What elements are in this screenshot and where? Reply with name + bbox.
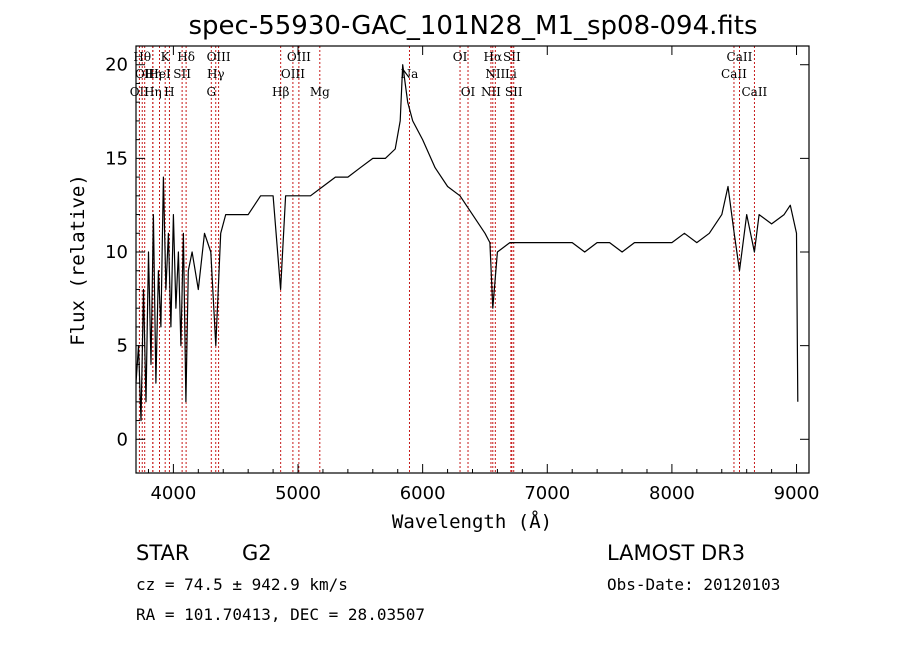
y-tick-label: 0: [117, 429, 128, 450]
x-tick-label: 7000: [524, 483, 570, 504]
line-marker-label: Hδ: [177, 50, 195, 64]
object-class: STAR: [136, 541, 189, 565]
line-marker-label: Hγ: [207, 67, 225, 81]
line-marker-label: OIII: [281, 67, 305, 81]
x-tick-label: 6000: [400, 483, 446, 504]
line-marker-label: K: [161, 50, 171, 64]
x-tick-label: 8000: [649, 483, 695, 504]
line-marker-label: H: [164, 85, 174, 99]
line-marker-label: NII: [485, 67, 505, 81]
x-tick-label: 9000: [774, 483, 820, 504]
x-tick-label: 5000: [275, 483, 321, 504]
line-marker-label: HeI: [148, 67, 171, 81]
x-axis-title: Wavelength (Å): [392, 510, 552, 533]
spectrum-series: [135, 64, 799, 422]
line-marker-label: Mg: [310, 85, 330, 99]
spectrum-line: [135, 64, 799, 422]
line-marker-label: OI: [461, 85, 476, 99]
survey-name: LAMOST DR3: [607, 541, 745, 565]
line-marker-label: OII: [135, 67, 155, 81]
y-axis-title: Flux (relative): [67, 174, 89, 346]
line-marker-label: Hη: [144, 85, 162, 99]
line-markers: OIIHθOIIHηHηHeIKHSIIHδGHγOIIIHβOIIIOIIIM…: [130, 46, 768, 473]
line-marker-label: Hθ: [133, 50, 151, 64]
line-marker-label: CaII: [727, 50, 753, 64]
object-subclass: G2: [242, 541, 272, 565]
line-marker-label: OI: [453, 50, 468, 64]
chart-title: spec-55930-GAC_101N28_M1_sp08-094.fits: [188, 11, 757, 41]
line-marker-label: Li: [505, 67, 517, 81]
y-axis: 0 5 10 15 20: [105, 55, 809, 450]
coordinates: RA = 101.70413, DEC = 28.03507: [136, 605, 425, 624]
line-marker-label: SII: [505, 85, 523, 99]
x-tick-label: 4000: [150, 483, 196, 504]
y-tick-label: 5: [117, 336, 128, 357]
line-marker-label: OIII: [207, 50, 231, 64]
y-tick-label: 15: [105, 148, 128, 169]
line-marker-label: NII: [481, 85, 501, 99]
line-marker-label: OIII: [287, 50, 311, 64]
line-marker-label: SII: [173, 67, 191, 81]
line-marker-label: Hα: [484, 50, 503, 64]
obs-date: Obs-Date: 20120103: [607, 575, 780, 594]
plot-frame: [135, 45, 810, 474]
redshift-text: cz = 74.5 ± 942.9 km/s: [136, 575, 348, 594]
line-marker-label: Hβ: [272, 85, 289, 99]
line-marker-label: G: [206, 85, 216, 99]
y-tick-label: 10: [105, 242, 128, 263]
x-axis: 4000 5000 6000 7000 8000 9000: [147, 46, 820, 504]
line-marker-label: SII: [503, 50, 521, 64]
line-marker-label: Na: [401, 67, 419, 81]
line-marker-label: CaII: [741, 85, 767, 99]
line-marker-label: CaII: [721, 67, 747, 81]
y-tick-label: 20: [105, 55, 128, 76]
